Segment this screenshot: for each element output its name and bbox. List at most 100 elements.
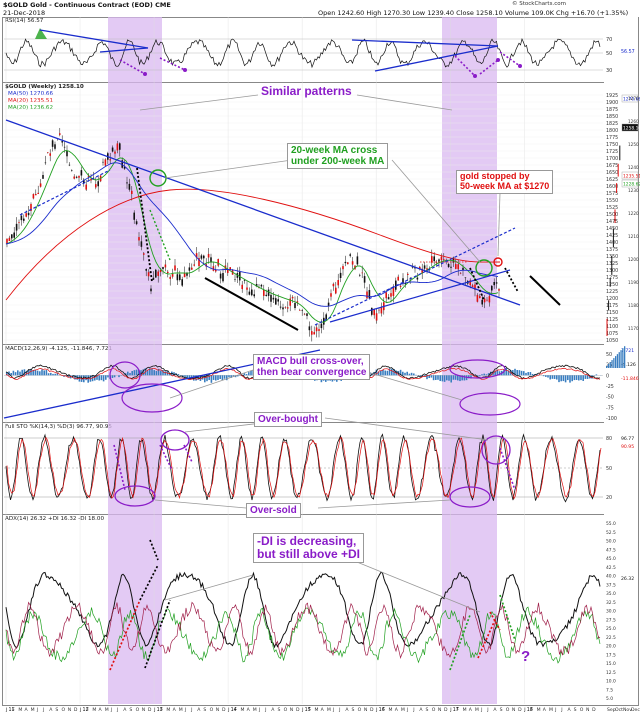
adx-axis-tick: 27.5 [606,617,616,623]
price-axis-tick: 1425 [606,233,618,239]
macd-hist-bar [421,375,424,377]
macd-hist-bar [74,375,76,380]
x-month-tick: N [142,707,145,713]
black-arrow [529,275,561,306]
macd-hist-bar [551,375,554,379]
x-month-tick: S [55,707,58,713]
candle-body [188,267,191,271]
candle-body [332,283,335,287]
candle-body [380,307,383,314]
candle-body [481,299,483,305]
x-month-tick: J [554,707,556,713]
zoom-candle [609,278,611,287]
pointer-line [356,94,453,111]
chart-date: 21-Dec-2018 [3,9,46,17]
macd-hist-bar [589,375,591,379]
candle-body [193,264,195,266]
candle-body [488,296,491,303]
candle-body [200,255,203,259]
candle-body [433,256,435,262]
macd-hist-bar [100,375,103,381]
macd-hist-bar [514,368,516,376]
x-month-tick: J [264,707,266,713]
macd-hist-bar [21,369,23,376]
x-month-tick: J [153,707,155,713]
x-month-tick: J [338,707,340,713]
x-month-tick: M [253,707,257,713]
candle-body [253,294,255,297]
macd-hist-bar [426,375,428,380]
x-month-tick: D [74,707,78,713]
candle-body [39,183,42,187]
candle-body [68,164,71,166]
macd-hist-bar [487,373,490,376]
adx-axis-tick: 12.5 [606,670,616,676]
macd-hist-bar [87,375,89,383]
pointer-line [169,369,254,399]
macd-hist-bar [430,375,433,378]
macd-hist-bar [527,372,529,376]
right-price-tick: 1170 [628,326,639,331]
macd-hist-bar [529,372,532,376]
pointer-line [164,159,293,179]
rsi-trendline [39,29,149,49]
zoom-macd-bar [607,364,610,368]
adx-axis-tick: 17.5 [606,652,616,658]
price-axis-tick: 1675 [606,163,618,169]
candle-body [15,223,18,231]
macd-hist-bar [437,375,439,380]
candle-body [47,152,49,153]
x-month-tick: O [284,707,288,713]
candle-body [145,269,147,271]
adx-axis-tick: 37.5 [606,582,616,588]
x-month-tick: A [173,707,177,713]
x-month-tick: F [530,707,533,713]
candle-body [282,307,284,310]
macd-hist-bar [226,375,228,381]
candle-body [402,278,404,284]
adx-axis-tick: 42.5 [606,565,616,571]
candle-body [493,281,495,286]
candle-body [87,175,90,178]
macd-hist-bar [386,370,389,376]
adx-dotted-arrow [109,599,141,671]
macd-hist-bar [446,375,448,381]
macd-hist-bar [204,375,206,383]
candle-body [327,302,330,306]
candle-body [392,286,395,296]
rsi-arrow-head [496,58,500,62]
rsi-arrow-head [183,68,187,72]
candle-body [255,284,258,287]
x-month-tick: J [110,707,112,713]
x-month-tick: N [290,707,293,713]
macd-hist-bar [441,375,444,382]
candle-body [54,144,56,149]
candle-body [119,143,121,150]
candle-body [217,259,219,266]
x-month-tick: J [79,707,81,713]
candle-body [13,232,15,238]
candle-body [385,292,387,299]
macd-hist-bar [149,368,151,376]
candle-body [215,269,217,272]
price-axis-tick: 1725 [606,149,618,155]
candle-body [97,181,99,187]
candle-body [495,282,498,284]
macd-hist-bar [188,375,191,379]
ma20-line [5,150,499,323]
candle-body [59,133,61,135]
candle-body [320,323,323,329]
zoom-macd-bar [622,348,624,368]
macd-hist-bar [498,371,501,376]
zoom-candle [619,145,621,161]
macd-axis-tick: 0 [606,373,609,379]
candle-body [75,176,78,178]
right-price-tick: 1220 [628,211,639,216]
x-month-tick: M [327,707,331,713]
stoch-purple-arrow [183,444,193,463]
candle-body [359,274,361,276]
pointer-line [154,499,247,509]
candle-body [339,272,342,278]
x-year-tick: 18 [527,707,533,713]
x-month-tick: J [190,707,192,713]
